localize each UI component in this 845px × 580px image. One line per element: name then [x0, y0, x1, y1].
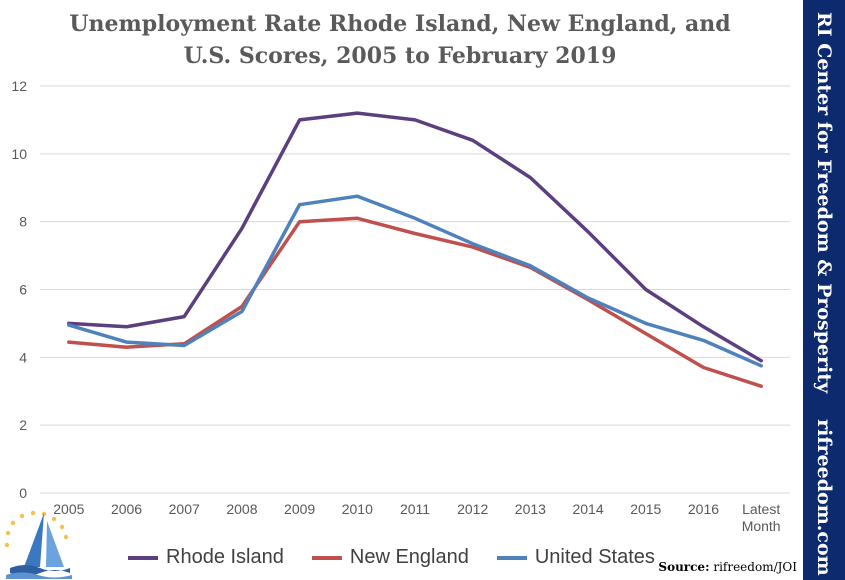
- sidebar-text: RI Center for Freedom & Prosperity rifre…: [803, 0, 845, 580]
- legend-swatch-new-england: [311, 555, 342, 560]
- x-tick-label: 2009: [284, 501, 315, 517]
- y-tick-label: 2: [19, 417, 27, 433]
- legend-item-new-england: New England: [311, 546, 469, 569]
- series-line-rhode-island: [67, 111, 763, 363]
- x-tick-label: 2010: [342, 501, 373, 517]
- x-tick-label: 2008: [226, 501, 257, 517]
- series-line-united-states: [67, 194, 763, 368]
- x-tick-label: 2016: [688, 501, 719, 517]
- legend-item-rhode-island: Rhode Island: [128, 546, 284, 569]
- legend-swatch-united-states: [496, 555, 527, 560]
- y-tick-label: 0: [19, 485, 27, 501]
- sidebar-website: rifreedom.com: [813, 419, 835, 576]
- chart-title: Unemployment Rate Rhode Island, New Engl…: [40, 8, 760, 72]
- x-tick-label: 2012: [457, 501, 488, 517]
- x-tick-label: 2006: [111, 501, 142, 517]
- sidebar-org-name: RI Center for Freedom & Prosperity: [813, 12, 835, 394]
- source-text: rifreedom/JOI: [713, 560, 797, 574]
- y-tick-label: 6: [19, 282, 27, 298]
- chart-legend: Rhode Island New England United States: [128, 546, 683, 569]
- legend-swatch-rhode-island: [128, 555, 158, 560]
- x-tick-label: 2014: [572, 501, 603, 517]
- x-tick-label: Latest Month: [742, 501, 781, 534]
- x-tick-label: 2011: [400, 501, 430, 517]
- source-label: Source:: [658, 560, 710, 574]
- legend-item-united-states: United States: [496, 546, 655, 569]
- source-note: Source: rifreedom/JOI: [658, 560, 797, 574]
- y-tick-label: 8: [19, 214, 27, 230]
- y-tick-label: 4: [19, 349, 27, 365]
- y-tick-label: 10: [11, 146, 27, 162]
- legend-label-rhode-island: Rhode Island: [166, 546, 284, 568]
- sailboat-logo-icon: [4, 510, 72, 579]
- x-tick-label: 2015: [630, 501, 661, 517]
- x-tick-label: 2005: [53, 501, 84, 517]
- legend-label-united-states: United States: [534, 546, 655, 568]
- legend-label-new-england: New England: [349, 546, 469, 568]
- series-line-new-england: [67, 216, 763, 388]
- chart-title-line-1: Unemployment Rate Rhode Island, New Engl…: [69, 11, 731, 37]
- x-tick-label: 2013: [515, 501, 546, 517]
- y-tick-label: 12: [11, 78, 27, 94]
- brand-sidebar: RI Center for Freedom & Prosperity rifre…: [803, 0, 845, 580]
- chart-title-line-2: U.S. Scores, 2005 to February 2019: [183, 43, 617, 69]
- x-tick-label: 2007: [169, 501, 200, 517]
